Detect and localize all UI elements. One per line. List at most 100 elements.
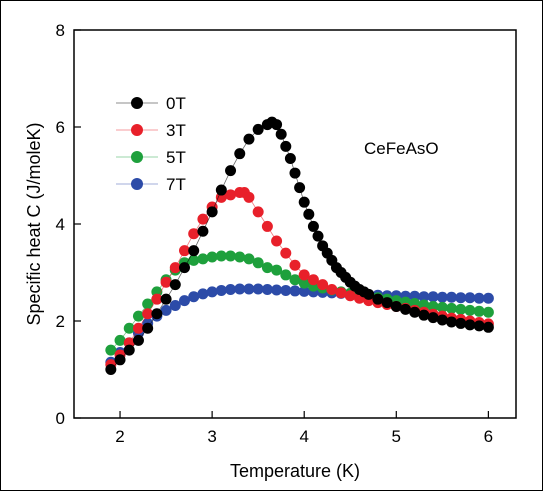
- data-point: [206, 206, 218, 218]
- data-point: [142, 298, 154, 310]
- data-point: [234, 251, 246, 263]
- series-0T: [105, 116, 494, 375]
- data-point: [427, 300, 439, 312]
- data-point: [363, 288, 375, 300]
- data-point: [132, 322, 144, 334]
- data-point: [280, 140, 292, 152]
- data-point: [105, 344, 117, 356]
- data-point: [160, 276, 172, 288]
- y-axis-title: Specific heat C (J/moleK): [24, 122, 44, 325]
- data-point: [243, 191, 255, 203]
- data-point: [243, 253, 255, 265]
- legend-marker: [131, 151, 143, 163]
- data-point: [280, 284, 292, 296]
- data-point: [252, 283, 264, 295]
- y-tick-label: 0: [56, 409, 65, 428]
- data-point: [436, 314, 448, 326]
- data-point: [289, 259, 301, 271]
- data-point: [243, 283, 255, 295]
- data-point: [455, 292, 467, 304]
- data-point: [261, 262, 273, 274]
- data-point: [307, 220, 319, 232]
- data-point: [215, 284, 227, 296]
- data-point: [225, 189, 237, 201]
- data-point: [464, 319, 476, 331]
- legend: 0T 3T 5T 7T: [116, 94, 186, 194]
- data-point: [271, 235, 283, 247]
- data-point: [303, 208, 315, 220]
- data-point: [436, 291, 448, 303]
- x-tick-label: 6: [484, 427, 493, 446]
- data-point: [271, 119, 283, 131]
- data-point: [307, 274, 319, 286]
- legend-label: 7T: [166, 175, 186, 194]
- data-point: [455, 303, 467, 315]
- data-point: [197, 253, 209, 265]
- data-point: [206, 286, 218, 298]
- data-point: [123, 344, 135, 356]
- data-point: [335, 287, 347, 299]
- data-point: [197, 225, 209, 237]
- data-point: [261, 220, 273, 232]
- data-point: [280, 269, 292, 281]
- data-point: [114, 354, 126, 366]
- legend-label: 5T: [166, 148, 186, 167]
- data-point: [188, 254, 200, 266]
- data-point: [473, 292, 485, 304]
- data-point: [151, 293, 163, 305]
- data-point: [446, 302, 458, 314]
- data-point: [252, 123, 264, 135]
- data-point: [390, 300, 402, 312]
- data-point: [418, 309, 430, 321]
- data-point: [142, 308, 154, 320]
- data-point: [427, 312, 439, 324]
- legend-label: 0T: [166, 94, 186, 113]
- legend-marker: [131, 97, 143, 109]
- data-point: [275, 128, 287, 140]
- data-point: [312, 230, 324, 242]
- data-point: [464, 292, 476, 304]
- data-point: [482, 292, 494, 304]
- data-point: [179, 245, 190, 257]
- data-point: [317, 279, 329, 291]
- data-point: [289, 274, 301, 286]
- data-point: [105, 364, 117, 375]
- data-point: [160, 293, 172, 305]
- data-point: [234, 283, 246, 295]
- data-point: [261, 283, 273, 295]
- data-point: [473, 320, 485, 332]
- data-point: [206, 251, 218, 263]
- data-point: [381, 297, 393, 309]
- data-point: [464, 304, 476, 316]
- data-point: [289, 167, 301, 179]
- y-tick-label: 2: [56, 312, 65, 331]
- data-point: [436, 301, 448, 313]
- data-point: [197, 288, 209, 300]
- data-point: [225, 165, 237, 177]
- data-point: [298, 269, 310, 281]
- data-point: [298, 285, 310, 297]
- data-point: [179, 262, 190, 274]
- x-tick-label: 3: [207, 427, 216, 446]
- data-point: [298, 196, 310, 208]
- data-point: [169, 262, 181, 274]
- ticks-layer: 2 3 4 5 6 0 2 4 6 8: [56, 21, 494, 446]
- data-point: [446, 291, 458, 303]
- data-point: [427, 291, 439, 303]
- data-point: [243, 133, 255, 145]
- data-point: [482, 321, 494, 333]
- data-point: [169, 299, 181, 311]
- data-point: [188, 245, 200, 257]
- series-layer: [105, 116, 494, 375]
- data-point: [215, 184, 227, 196]
- x-tick-label: 2: [115, 427, 124, 446]
- plot-area: [73, 29, 517, 419]
- x-tick-label: 5: [392, 427, 401, 446]
- data-point: [160, 304, 172, 316]
- data-point: [197, 213, 209, 225]
- data-point: [114, 334, 126, 346]
- chart-annotation: CeFeAsO: [364, 139, 439, 158]
- data-point: [132, 310, 144, 322]
- legend-label: 3T: [166, 121, 186, 140]
